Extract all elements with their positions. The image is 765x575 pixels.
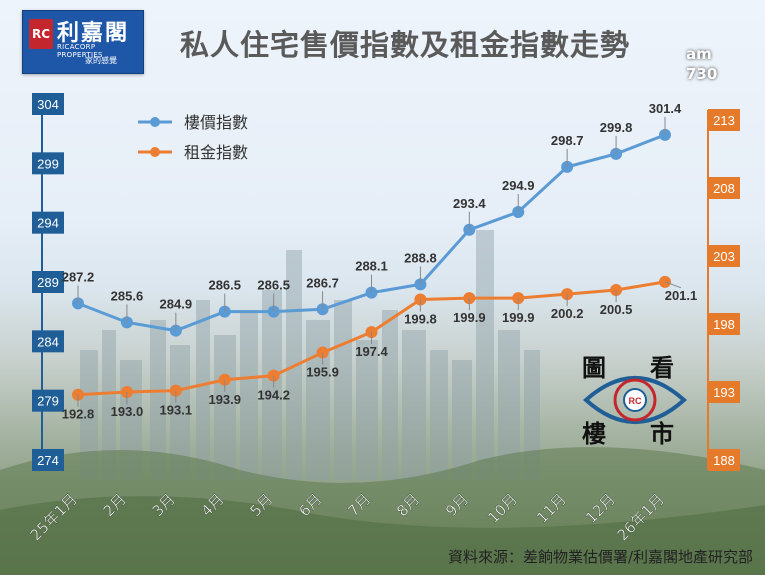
source-note: 資料來源：差餉物業估價署/利嘉閣地產研究部	[447, 548, 753, 566]
ricacorp-mark-icon: RC	[29, 19, 53, 49]
data-label-price: 298.7	[551, 133, 584, 148]
left-tick-box	[32, 211, 64, 234]
left-tick-label: 304	[37, 97, 59, 112]
left-tick-box	[32, 389, 64, 412]
data-label-price: 286.7	[306, 275, 339, 290]
left-tick-box	[32, 271, 64, 293]
eye-icon: RC	[583, 376, 687, 424]
data-label-price: 284.9	[160, 297, 193, 312]
right-tick-box	[708, 109, 740, 131]
data-label-rent: 193.1	[160, 403, 193, 418]
right-tick-box	[708, 177, 740, 199]
x-tick-label: 8月	[393, 490, 423, 520]
right-tick-box	[708, 245, 740, 267]
data-label-rent: 192.8	[62, 407, 95, 422]
brand-name: 利嘉閣	[57, 21, 130, 46]
left-tick-label: 284	[37, 334, 59, 349]
data-label-rent: 193.0	[111, 404, 144, 419]
left-tick-label: 279	[37, 394, 59, 409]
am730-badge-line-1: am	[686, 45, 712, 63]
data-label-price: 299.8	[600, 120, 633, 135]
x-tick-label: 2月	[100, 490, 130, 520]
left-tick-box	[32, 449, 64, 471]
x-tick-label: 26年1月	[614, 490, 668, 544]
x-tick-label: 6月	[295, 490, 325, 520]
x-tick-label: 12月	[582, 490, 619, 527]
right-tick-label: 203	[713, 249, 735, 264]
stamp-char-tl: 圖	[582, 354, 606, 382]
left-tick-label: 299	[37, 156, 59, 171]
x-tick-label: 10月	[484, 490, 521, 527]
x-tick-label: 3月	[149, 490, 179, 520]
left-tick-box	[32, 152, 64, 175]
data-label-price: 285.6	[111, 288, 144, 303]
x-tick-label: 7月	[344, 490, 374, 520]
stamp-char-bl: 樓	[582, 420, 606, 448]
data-label-rent: 193.9	[208, 392, 241, 407]
data-label-price: 301.4	[649, 101, 682, 116]
am730-badge-line-2: 730	[686, 65, 718, 83]
data-label-price: 288.8	[404, 250, 437, 265]
data-label-rent: 199.8	[404, 312, 437, 327]
x-tick-label: 4月	[197, 490, 227, 520]
data-label-price: 286.5	[208, 278, 241, 293]
right-tick-label: 208	[713, 181, 735, 196]
right-tick-label: 193	[713, 385, 735, 400]
data-label-leader	[664, 281, 682, 289]
am730-badge: am 730	[686, 44, 720, 104]
left-tick-label: 294	[37, 216, 59, 231]
legend-swatch-marker	[150, 117, 160, 127]
x-tick-label: 5月	[246, 490, 276, 520]
right-tick-box	[708, 313, 740, 335]
right-tick-box	[708, 449, 740, 471]
right-tick-label: 198	[713, 317, 735, 332]
stamp-char-br: 市	[650, 420, 674, 448]
left-tick-label: 274	[37, 453, 59, 468]
legend-swatch-marker	[150, 147, 160, 157]
data-label-rent: 201.1	[665, 288, 698, 303]
left-tick-box	[32, 93, 64, 115]
brand-english-name: RICACORP PROPERTIES	[57, 43, 103, 59]
right-tick-label: 188	[713, 453, 735, 468]
data-label-rent: 200.2	[551, 306, 584, 321]
data-label-rent: 199.9	[453, 310, 486, 325]
data-label-rent: 199.9	[502, 310, 535, 325]
right-tick-label: 213	[713, 113, 735, 128]
legend-entry: 樓價指數	[184, 113, 248, 132]
data-label-price: 288.1	[355, 259, 388, 274]
property-watch-stamp: RC 圖 看 樓 市	[580, 348, 690, 448]
data-label-price: 287.2	[62, 269, 95, 284]
data-label-price: 286.5	[257, 278, 290, 293]
right-tick-box	[708, 381, 740, 403]
left-tick-box	[32, 330, 64, 353]
data-label-rent: 195.9	[306, 365, 339, 380]
brand-tagline: 家的感覺	[85, 56, 117, 65]
data-label-rent: 200.5	[600, 302, 633, 317]
ricacorp-logo: RC 利嘉閣 RICACORP PROPERTIES 家的感覺	[22, 10, 144, 74]
data-label-price: 293.4	[453, 196, 486, 211]
x-tick-label: 11月	[533, 490, 570, 527]
stamp-char-tr: 看	[650, 354, 674, 382]
data-label-price: 294.9	[502, 178, 535, 193]
x-tick-label: 9月	[442, 490, 472, 520]
data-label-rent: 194.2	[257, 388, 290, 403]
legend-entry: 租金指數	[184, 143, 248, 162]
data-label-rent: 197.4	[355, 344, 388, 359]
x-tick-label: 25年1月	[27, 490, 81, 544]
chart-title: 私人住宅售價指數及租金指數走勢	[180, 28, 631, 62]
svg-text:RC: RC	[629, 396, 642, 406]
left-tick-label: 289	[37, 275, 59, 290]
